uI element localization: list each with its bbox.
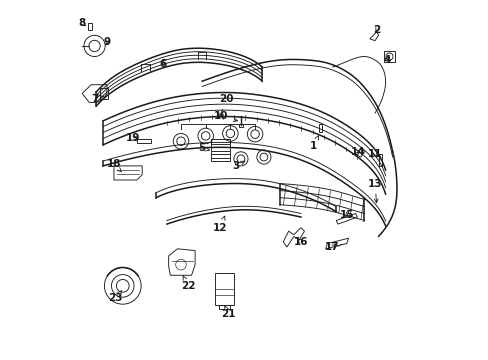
Text: 6: 6 bbox=[160, 59, 166, 68]
Text: 13: 13 bbox=[367, 179, 382, 203]
Bar bbox=[318, 123, 322, 132]
Bar bbox=[100, 88, 107, 99]
Text: 15: 15 bbox=[339, 210, 353, 220]
Text: 4: 4 bbox=[383, 55, 390, 65]
Text: 7: 7 bbox=[91, 94, 103, 104]
Text: 23: 23 bbox=[108, 291, 122, 303]
Bar bbox=[214, 274, 233, 305]
Bar bbox=[219, 305, 229, 309]
Text: 14: 14 bbox=[349, 147, 364, 157]
Text: 21: 21 bbox=[221, 306, 235, 319]
Text: 9: 9 bbox=[103, 37, 110, 48]
Bar bbox=[210, 139, 230, 161]
Text: 18: 18 bbox=[106, 159, 121, 172]
Text: 11: 11 bbox=[367, 149, 382, 158]
Text: 12: 12 bbox=[212, 216, 226, 233]
Text: 8: 8 bbox=[79, 18, 86, 28]
Bar bbox=[378, 153, 381, 166]
Text: 16: 16 bbox=[293, 237, 307, 247]
Text: 22: 22 bbox=[181, 275, 195, 291]
Text: 1: 1 bbox=[309, 136, 318, 152]
Text: 3: 3 bbox=[232, 161, 244, 171]
Text: 20: 20 bbox=[219, 94, 234, 117]
Text: 19: 19 bbox=[126, 133, 140, 143]
Text: 2: 2 bbox=[372, 25, 380, 35]
Text: 5: 5 bbox=[198, 143, 209, 153]
Text: 17: 17 bbox=[325, 242, 339, 252]
Bar bbox=[87, 23, 92, 30]
Bar bbox=[137, 139, 151, 143]
Bar bbox=[238, 123, 243, 127]
Text: 10: 10 bbox=[214, 112, 237, 122]
